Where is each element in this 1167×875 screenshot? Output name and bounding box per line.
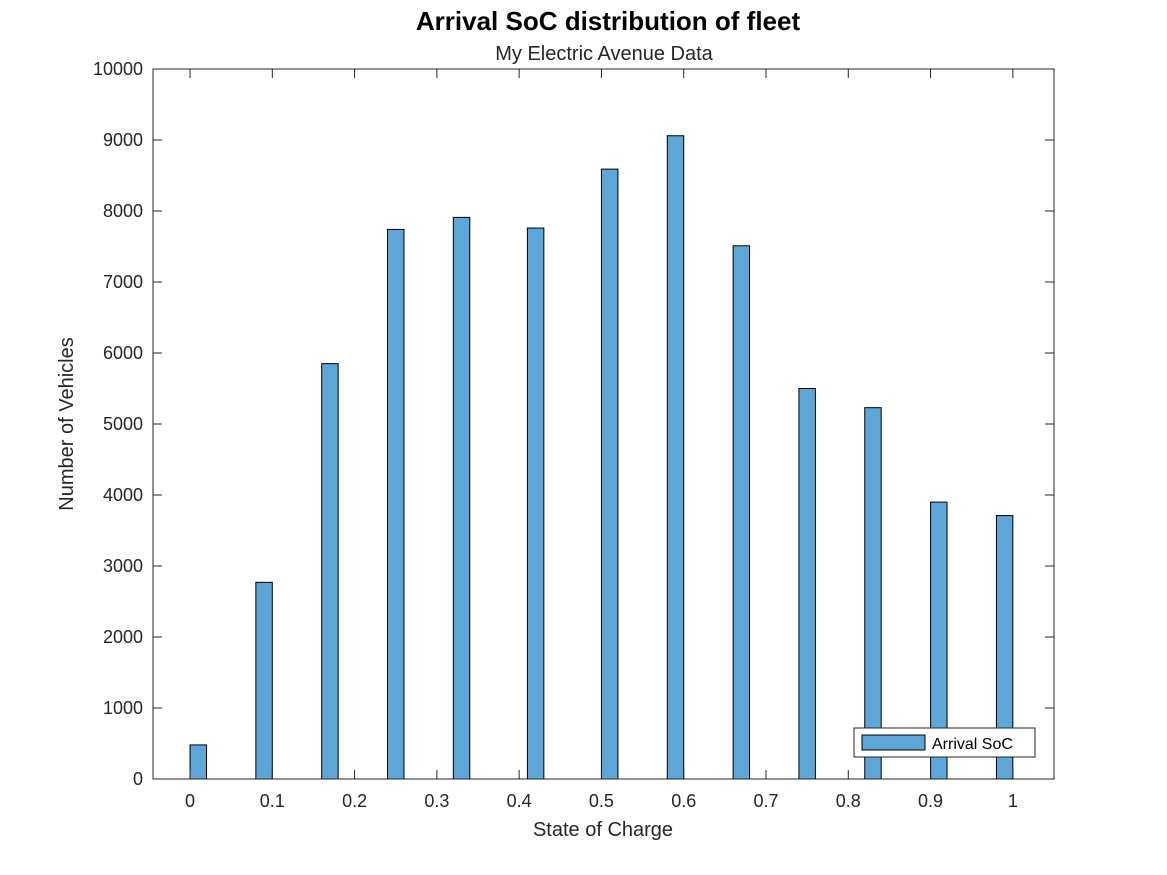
x-tick-label: 0.9 — [918, 791, 943, 811]
bar — [600, 168, 619, 780]
y-tick-label: 6000 — [103, 343, 143, 363]
y-axis-ticks: 0 1000 2000 3000 4000 5000 6000 7000 8000 9000 100… — [93, 59, 1054, 789]
x-tick-label: 0.3 — [424, 791, 449, 811]
y-tick-label: 9000 — [103, 130, 143, 150]
bar — [452, 216, 471, 780]
chart-subtitle: My Electric Avenue Data — [495, 43, 713, 65]
bars-group — [189, 135, 1014, 780]
y-tick-label: 10000 — [93, 59, 143, 79]
y-axis-label: Number of Vehicles — [56, 337, 78, 510]
x-tick-label: 1 — [1008, 791, 1018, 811]
y-tick-label: 5000 — [103, 414, 143, 434]
legend: Arrival SoC — [853, 727, 1036, 758]
x-tick-label: 0.8 — [836, 791, 861, 811]
y-tick-label: 1000 — [103, 698, 143, 718]
x-axis-ticks: 0 0.1 0.2 0.3 0.4 0.5 0.6 0.7 0.8 0.9 1 — [185, 69, 1018, 811]
chart-title: Arrival SoC distribution of fleet — [416, 6, 801, 36]
x-tick-label: 0.4 — [507, 791, 532, 811]
x-tick-label: 0.5 — [589, 791, 614, 811]
x-tick-label: 0 — [185, 791, 195, 811]
x-tick-label: 0.7 — [753, 791, 778, 811]
bar — [255, 581, 273, 780]
bar — [321, 363, 339, 780]
bar — [526, 227, 545, 780]
bar — [732, 245, 751, 780]
y-tick-label: 8000 — [103, 201, 143, 221]
y-tick-label: 0 — [133, 769, 143, 789]
legend-label: Arrival SoC — [932, 736, 1013, 753]
x-tick-label: 0.1 — [260, 791, 285, 811]
bar — [798, 388, 816, 780]
bar — [666, 135, 685, 780]
x-tick-label: 0.2 — [342, 791, 367, 811]
y-tick-label: 4000 — [103, 485, 143, 505]
bar — [864, 407, 882, 780]
bar — [387, 228, 405, 780]
y-tick-label: 2000 — [103, 627, 143, 647]
x-tick-label: 0.6 — [671, 791, 696, 811]
legend-swatch — [861, 734, 926, 751]
y-tick-label: 7000 — [103, 272, 143, 292]
x-axis-label: State of Charge — [533, 819, 673, 841]
bar — [189, 744, 207, 780]
y-tick-label: 3000 — [103, 556, 143, 576]
